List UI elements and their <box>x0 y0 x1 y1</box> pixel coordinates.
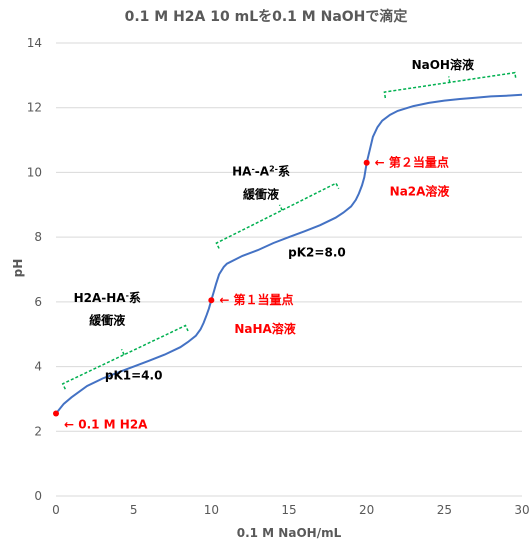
point-marker-2 <box>363 159 370 166</box>
buffer-brackets <box>61 71 517 390</box>
x-tick-label: 10 <box>204 503 219 517</box>
annotation-5: 緩衝液 <box>243 186 279 201</box>
x-tick-label: 5 <box>130 503 138 517</box>
annotation-6: NaOH溶液 <box>412 57 474 72</box>
titration-curve <box>55 93 523 415</box>
y-axis-label: pH <box>11 259 25 278</box>
y-tick-label: 10 <box>27 165 42 179</box>
buffer-brace <box>215 182 340 249</box>
point-sublabel-1: NaHA溶液 <box>234 321 295 336</box>
point-sublabel-2: Na2A溶液 <box>390 184 450 199</box>
point-marker-0 <box>53 410 59 417</box>
buffer-brace <box>383 71 517 99</box>
buffer-brace <box>61 324 189 390</box>
annotations: pK1=4.0pK2=8.0H2A-HA-系緩衝液HA--A2-系緩衝液NaOH… <box>74 57 474 383</box>
y-tick-label: 6 <box>34 295 42 309</box>
chart-title: 0.1 M H2A 10 mLを0.1 M NaOHで滴定 <box>125 8 408 25</box>
axis-ticks: 0 2 4 6 8 10 12 14 0 5 10 15 20 25 30 <box>27 36 530 517</box>
y-tick-label: 14 <box>27 36 42 50</box>
x-axis-label: 0.1 M NaOH/mL <box>237 526 342 540</box>
x-tick-label: 15 <box>281 503 296 517</box>
x-tick-label: 30 <box>514 503 529 517</box>
y-tick-label: 12 <box>27 101 42 115</box>
y-tick-label: 0 <box>34 489 42 503</box>
point-label-1: ← 第１当量点 <box>219 292 293 307</box>
x-tick-label: 25 <box>437 503 452 517</box>
x-tick-label: 0 <box>52 503 60 517</box>
point-label-2: ← 第２当量点 <box>375 155 449 170</box>
x-tick-label: 20 <box>359 503 374 517</box>
point-marker-1 <box>208 297 215 304</box>
y-tick-label: 2 <box>34 424 42 438</box>
annotation-3: 緩衝液 <box>89 313 125 328</box>
annotation-0: pK1=4.0 <box>105 369 163 383</box>
equivalence-points: ← 0.1 M H2A ← 第１当量点 NaHA溶液 ← 第２当量点 Na2A溶液 <box>53 155 450 431</box>
annotation-1: pK2=8.0 <box>288 246 346 260</box>
annotation-2: H2A-HA-系 <box>74 290 141 305</box>
point-label-0: ← 0.1 M H2A <box>64 417 148 431</box>
y-tick-label: 8 <box>34 230 42 244</box>
y-tick-label: 4 <box>34 360 42 374</box>
annotation-4: HA--A2-系 <box>232 164 290 179</box>
